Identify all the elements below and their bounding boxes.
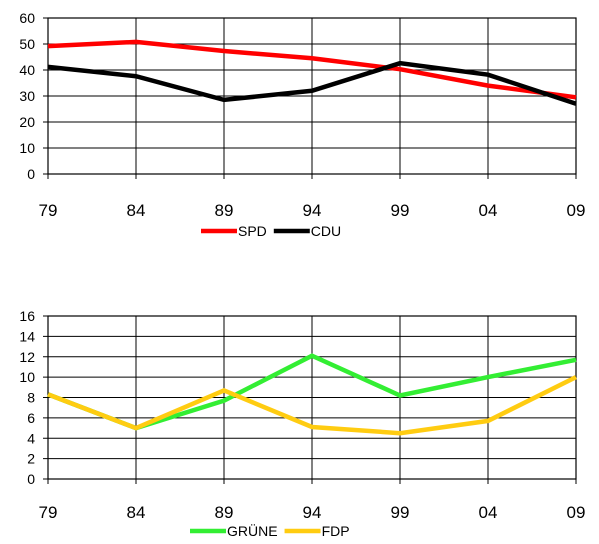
x-tick-label: 84 bbox=[127, 201, 146, 220]
y-tick-label: 4 bbox=[27, 430, 35, 446]
y-tick-label: 10 bbox=[19, 369, 35, 385]
x-tick-label: 79 bbox=[39, 201, 58, 220]
y-tick-label: 8 bbox=[27, 390, 35, 406]
legend-label: GRÜNE bbox=[227, 522, 278, 539]
x-tick-label: 99 bbox=[391, 503, 410, 522]
x-tick-label: 04 bbox=[479, 503, 498, 522]
legend-label: SPD bbox=[238, 223, 267, 239]
y-tick-label: 50 bbox=[19, 36, 35, 52]
y-tick-label: 14 bbox=[19, 328, 35, 344]
x-tick-label: 09 bbox=[567, 201, 586, 220]
upper-line-chart: 0 10 20 30 40 50 60 79 84 89 94 99 04 09 SPD CDU bbox=[19, 10, 585, 239]
y-tick-label: 16 bbox=[19, 308, 35, 324]
x-tick-label: 89 bbox=[215, 503, 234, 522]
x-tick-label: 09 bbox=[567, 503, 586, 522]
y-tick-label: 20 bbox=[19, 114, 35, 130]
x-tick-label: 94 bbox=[303, 201, 322, 220]
lower-line-chart: 0 2 4 6 8 10 12 14 16 79 84 89 94 99 04 09 GRÜNE FDP bbox=[19, 308, 585, 539]
legend-label: CDU bbox=[311, 223, 341, 239]
x-tick-label: 99 bbox=[391, 201, 410, 220]
x-tick-label: 79 bbox=[39, 503, 58, 522]
y-tick-label: 30 bbox=[19, 88, 35, 104]
legend-label: FDP bbox=[322, 523, 350, 539]
x-tick-label: 94 bbox=[303, 503, 322, 522]
plot-frame bbox=[47, 315, 577, 480]
x-tick-label: 89 bbox=[215, 201, 234, 220]
x-tick-label: 84 bbox=[127, 503, 146, 522]
y-tick-label: 6 bbox=[27, 410, 35, 426]
y-tick-label: 12 bbox=[19, 349, 35, 365]
y-tick-label: 60 bbox=[19, 10, 35, 26]
y-tick-label: 40 bbox=[19, 62, 35, 78]
x-tick-label: 04 bbox=[479, 201, 498, 220]
y-tick-label: 2 bbox=[27, 451, 35, 467]
y-tick-label: 10 bbox=[19, 140, 35, 156]
y-tick-label: 0 bbox=[27, 471, 35, 487]
y-tick-label: 0 bbox=[27, 166, 35, 182]
